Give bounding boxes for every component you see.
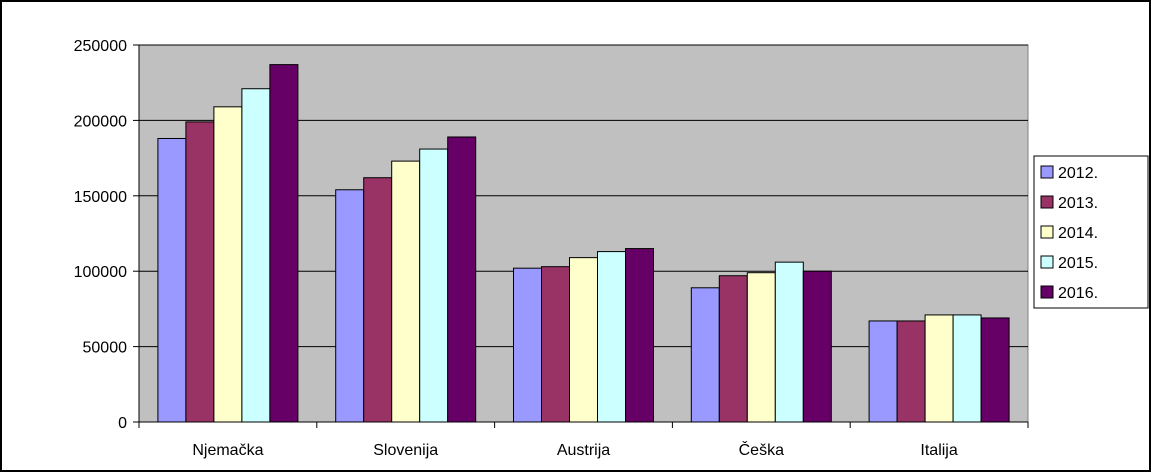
- x-tick-label: Slovenija: [373, 442, 438, 459]
- bar: [774, 261, 804, 423]
- legend-swatch: [1040, 225, 1054, 239]
- legend-swatch: [1040, 255, 1054, 269]
- y-tick-label: 50000: [83, 340, 128, 357]
- y-tick-label: 200000: [74, 113, 127, 130]
- x-tick-label: Njemačka: [192, 442, 263, 459]
- bar: [569, 257, 598, 423]
- bar: [541, 266, 570, 423]
- legend-label: 2016.: [1058, 285, 1098, 302]
- legend-label: 2014.: [1058, 225, 1098, 242]
- bar: [718, 275, 748, 423]
- bar: [980, 317, 1010, 423]
- legend-swatch: [1040, 285, 1054, 299]
- bar: [625, 248, 654, 423]
- bar: [924, 314, 954, 423]
- legend-swatch: [1040, 165, 1054, 179]
- bar: [802, 270, 832, 423]
- y-tick-label: 150000: [74, 189, 127, 206]
- bar: [513, 267, 542, 423]
- bar: [597, 251, 626, 423]
- bar: [363, 177, 393, 423]
- legend-swatch: [1040, 195, 1054, 209]
- x-tick-label: Italija: [920, 442, 957, 459]
- y-tick-label: 0: [118, 415, 127, 432]
- bar: [213, 106, 243, 423]
- bar: [690, 287, 720, 423]
- legend-label: 2015.: [1058, 255, 1098, 272]
- bar: [746, 272, 776, 423]
- bar: [241, 88, 271, 423]
- bar: [447, 136, 477, 423]
- bar: [419, 148, 449, 423]
- bar: [952, 314, 982, 423]
- legend-label: 2012.: [1058, 165, 1098, 182]
- bar: [185, 121, 215, 423]
- y-tick-label: 250000: [74, 38, 127, 55]
- bar: [868, 320, 898, 423]
- bar: [896, 320, 926, 423]
- legend-label: 2013.: [1058, 195, 1098, 212]
- y-tick-label: 100000: [74, 264, 127, 281]
- x-tick-label: Austrija: [557, 442, 610, 459]
- bar: [157, 137, 187, 423]
- x-tick-label: Češka: [739, 440, 784, 459]
- bar: [335, 189, 365, 423]
- bar: [269, 64, 299, 423]
- bar: [391, 160, 421, 423]
